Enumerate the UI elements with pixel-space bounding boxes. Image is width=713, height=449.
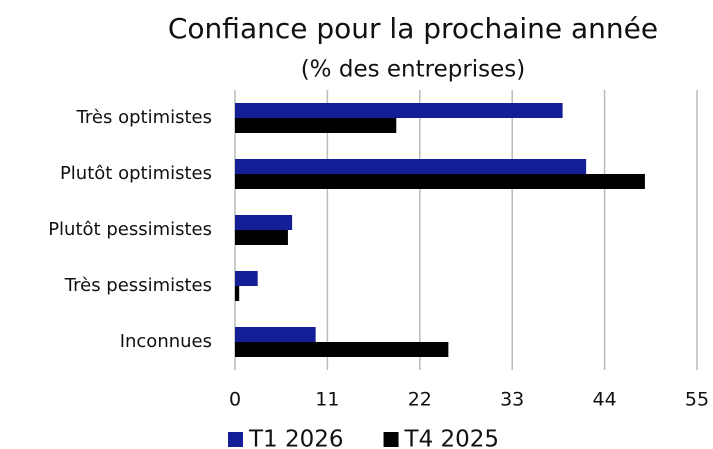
x-tick-label: 55 xyxy=(685,389,709,411)
chart-title: Confiance pour la prochaine année xyxy=(168,12,658,45)
y-tick-label: Plutôt pessimistes xyxy=(48,219,212,240)
bar xyxy=(235,327,316,342)
legend-swatch xyxy=(383,432,399,447)
x-tick-label: 33 xyxy=(500,389,524,411)
y-tick-label: Inconnues xyxy=(120,331,212,352)
legend-swatch xyxy=(228,432,243,447)
x-tick-label: 11 xyxy=(315,389,339,411)
x-tick-label: 44 xyxy=(593,389,617,411)
chart-subtitle: (% des entreprises) xyxy=(301,57,526,83)
bar xyxy=(235,159,587,174)
y-tick-label: Très pessimistes xyxy=(64,275,212,296)
bar xyxy=(235,174,645,189)
legend-label: T4 2025 xyxy=(404,427,500,449)
legend-label: T1 2026 xyxy=(248,427,344,449)
bar xyxy=(235,286,240,301)
bar xyxy=(235,118,397,133)
y-tick-label: Plutôt optimistes xyxy=(60,163,212,184)
x-tick-label: 0 xyxy=(229,389,241,411)
bar xyxy=(235,342,449,357)
bar xyxy=(235,230,288,245)
x-tick-label: 22 xyxy=(408,389,432,411)
bar xyxy=(235,103,563,118)
y-tick-label: Très optimistes xyxy=(76,107,212,128)
bar xyxy=(235,271,258,286)
bar xyxy=(235,215,293,230)
